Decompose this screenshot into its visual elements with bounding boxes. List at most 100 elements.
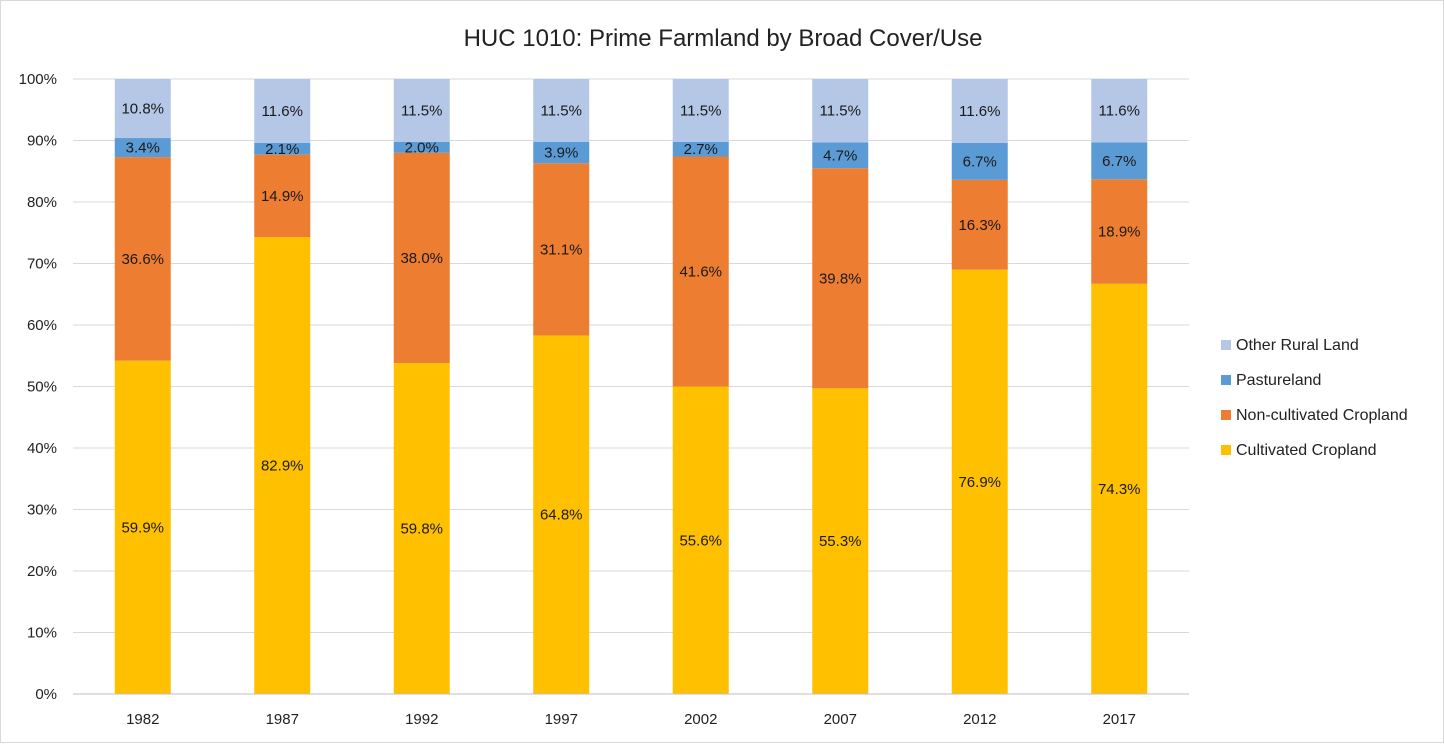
data-label: 2.0% bbox=[405, 139, 439, 156]
data-label: 64.8% bbox=[540, 507, 583, 524]
data-label: 3.9% bbox=[544, 144, 578, 161]
legend-label: Non-cultivated Cropland bbox=[1236, 407, 1408, 424]
x-tick-label: 2007 bbox=[824, 711, 857, 728]
bar-segment bbox=[114, 79, 171, 139]
y-tick-label: 40% bbox=[27, 440, 57, 457]
bar-segment bbox=[114, 157, 171, 361]
data-label: 59.8% bbox=[400, 521, 443, 538]
data-label: 38.0% bbox=[400, 250, 443, 267]
y-axis: 0% 10% 20% 30% 40% 50% 60% 70% 80% 90% 100% bbox=[19, 71, 57, 703]
bar-segment bbox=[393, 152, 450, 364]
bar-segment bbox=[951, 79, 1008, 143]
bar-segment bbox=[533, 141, 590, 164]
bar-segment bbox=[254, 154, 311, 238]
legend-item: Non-cultivated Cropland bbox=[1221, 407, 1408, 424]
legend-item: Pastureland bbox=[1221, 372, 1321, 389]
x-tick-label: 1997 bbox=[545, 711, 578, 728]
data-label: 11.5% bbox=[401, 102, 442, 119]
chart-title: HUC 1010: Prime Farmland by Broad Cover/… bbox=[464, 25, 983, 52]
bar-segment bbox=[951, 269, 1008, 694]
bar-segment bbox=[533, 79, 590, 142]
bar-segment bbox=[393, 363, 450, 694]
legend-label: Pastureland bbox=[1236, 372, 1321, 389]
bar-segment bbox=[254, 142, 311, 155]
bars bbox=[114, 79, 1148, 694]
y-tick-label: 90% bbox=[27, 133, 57, 150]
y-tick-label: 100% bbox=[19, 71, 57, 88]
data-label: 74.3% bbox=[1098, 481, 1141, 498]
x-tick-label: 1982 bbox=[126, 711, 159, 728]
bar-segment bbox=[672, 79, 729, 142]
data-label: 14.9% bbox=[261, 188, 304, 205]
data-label: 59.9% bbox=[121, 519, 164, 536]
legend-label: Other Rural Land bbox=[1236, 337, 1359, 354]
x-tick-label: 2017 bbox=[1103, 711, 1136, 728]
data-label: 2.1% bbox=[265, 141, 299, 158]
legend-item: Cultivated Cropland bbox=[1221, 442, 1377, 459]
bar-segment bbox=[812, 388, 869, 694]
data-label: 76.9% bbox=[958, 474, 1001, 491]
data-label: 11.6% bbox=[262, 103, 303, 120]
data-label: 31.1% bbox=[540, 241, 583, 258]
data-label: 6.7% bbox=[1102, 153, 1136, 170]
y-tick-label: 10% bbox=[27, 625, 57, 642]
legend-swatch bbox=[1221, 375, 1231, 385]
bar-segment bbox=[951, 179, 1008, 270]
bar-segment bbox=[114, 360, 171, 694]
x-axis: 1982 1987 1992 1997 2002 2007 2012 2017 bbox=[73, 693, 1189, 728]
bar-segment bbox=[393, 141, 450, 153]
bar-segment bbox=[1091, 179, 1148, 284]
y-tick-label: 0% bbox=[35, 686, 57, 703]
y-tick-label: 80% bbox=[27, 194, 57, 211]
data-label: 16.3% bbox=[958, 217, 1001, 234]
bar-segment bbox=[672, 156, 729, 387]
bar-segment bbox=[393, 79, 450, 142]
bar-segment bbox=[672, 386, 729, 694]
y-tick-label: 50% bbox=[27, 379, 57, 396]
x-tick-label: 1987 bbox=[266, 711, 299, 728]
y-tick-label: 60% bbox=[27, 317, 57, 334]
data-label: 3.4% bbox=[126, 140, 160, 157]
data-label: 11.5% bbox=[820, 103, 861, 120]
data-label: 6.7% bbox=[963, 153, 997, 170]
legend-label: Cultivated Cropland bbox=[1236, 442, 1377, 459]
data-label: 2.7% bbox=[684, 141, 718, 158]
bar-segment bbox=[533, 163, 590, 336]
data-label: 11.5% bbox=[541, 102, 582, 119]
data-label: 4.7% bbox=[823, 147, 857, 164]
data-labels: 59.9% 36.6% 3.4% 10.8% 82.9% 14.9% 2.1% 11.6% 59… bbox=[121, 101, 1140, 551]
bar-segment bbox=[254, 79, 311, 143]
bar-segment bbox=[812, 168, 869, 389]
data-label: 10.8% bbox=[121, 101, 164, 118]
bar-segment bbox=[114, 138, 171, 158]
y-tick-label: 70% bbox=[27, 256, 57, 273]
data-label: 82.9% bbox=[261, 458, 304, 475]
bar-segment bbox=[1091, 283, 1148, 694]
x-tick-label: 1992 bbox=[405, 711, 438, 728]
bar-segment bbox=[533, 335, 590, 694]
data-label: 36.6% bbox=[121, 251, 164, 268]
data-label: 11.6% bbox=[1099, 103, 1140, 120]
data-label: 55.6% bbox=[679, 532, 722, 549]
data-label: 11.5% bbox=[680, 102, 721, 119]
data-label: 11.6% bbox=[959, 103, 1000, 120]
bar-segment bbox=[951, 142, 1008, 180]
x-tick-label: 2012 bbox=[963, 711, 996, 728]
legend: Other Rural Land Pastureland Non-cultivate… bbox=[1221, 337, 1408, 459]
x-tick-label: 2002 bbox=[684, 711, 717, 728]
y-tick-label: 30% bbox=[27, 502, 57, 519]
legend-swatch bbox=[1221, 445, 1231, 455]
gridlines bbox=[73, 78, 1189, 695]
bar-segment bbox=[812, 79, 869, 143]
legend-item: Other Rural Land bbox=[1221, 337, 1359, 354]
data-label: 39.8% bbox=[819, 270, 862, 287]
data-label: 41.6% bbox=[679, 263, 722, 280]
bar-segment bbox=[1091, 142, 1148, 180]
bar-segment bbox=[254, 237, 311, 694]
bar-segment bbox=[812, 142, 869, 169]
legend-swatch bbox=[1221, 410, 1231, 420]
legend-swatch bbox=[1221, 340, 1231, 350]
data-label: 18.9% bbox=[1098, 224, 1141, 241]
